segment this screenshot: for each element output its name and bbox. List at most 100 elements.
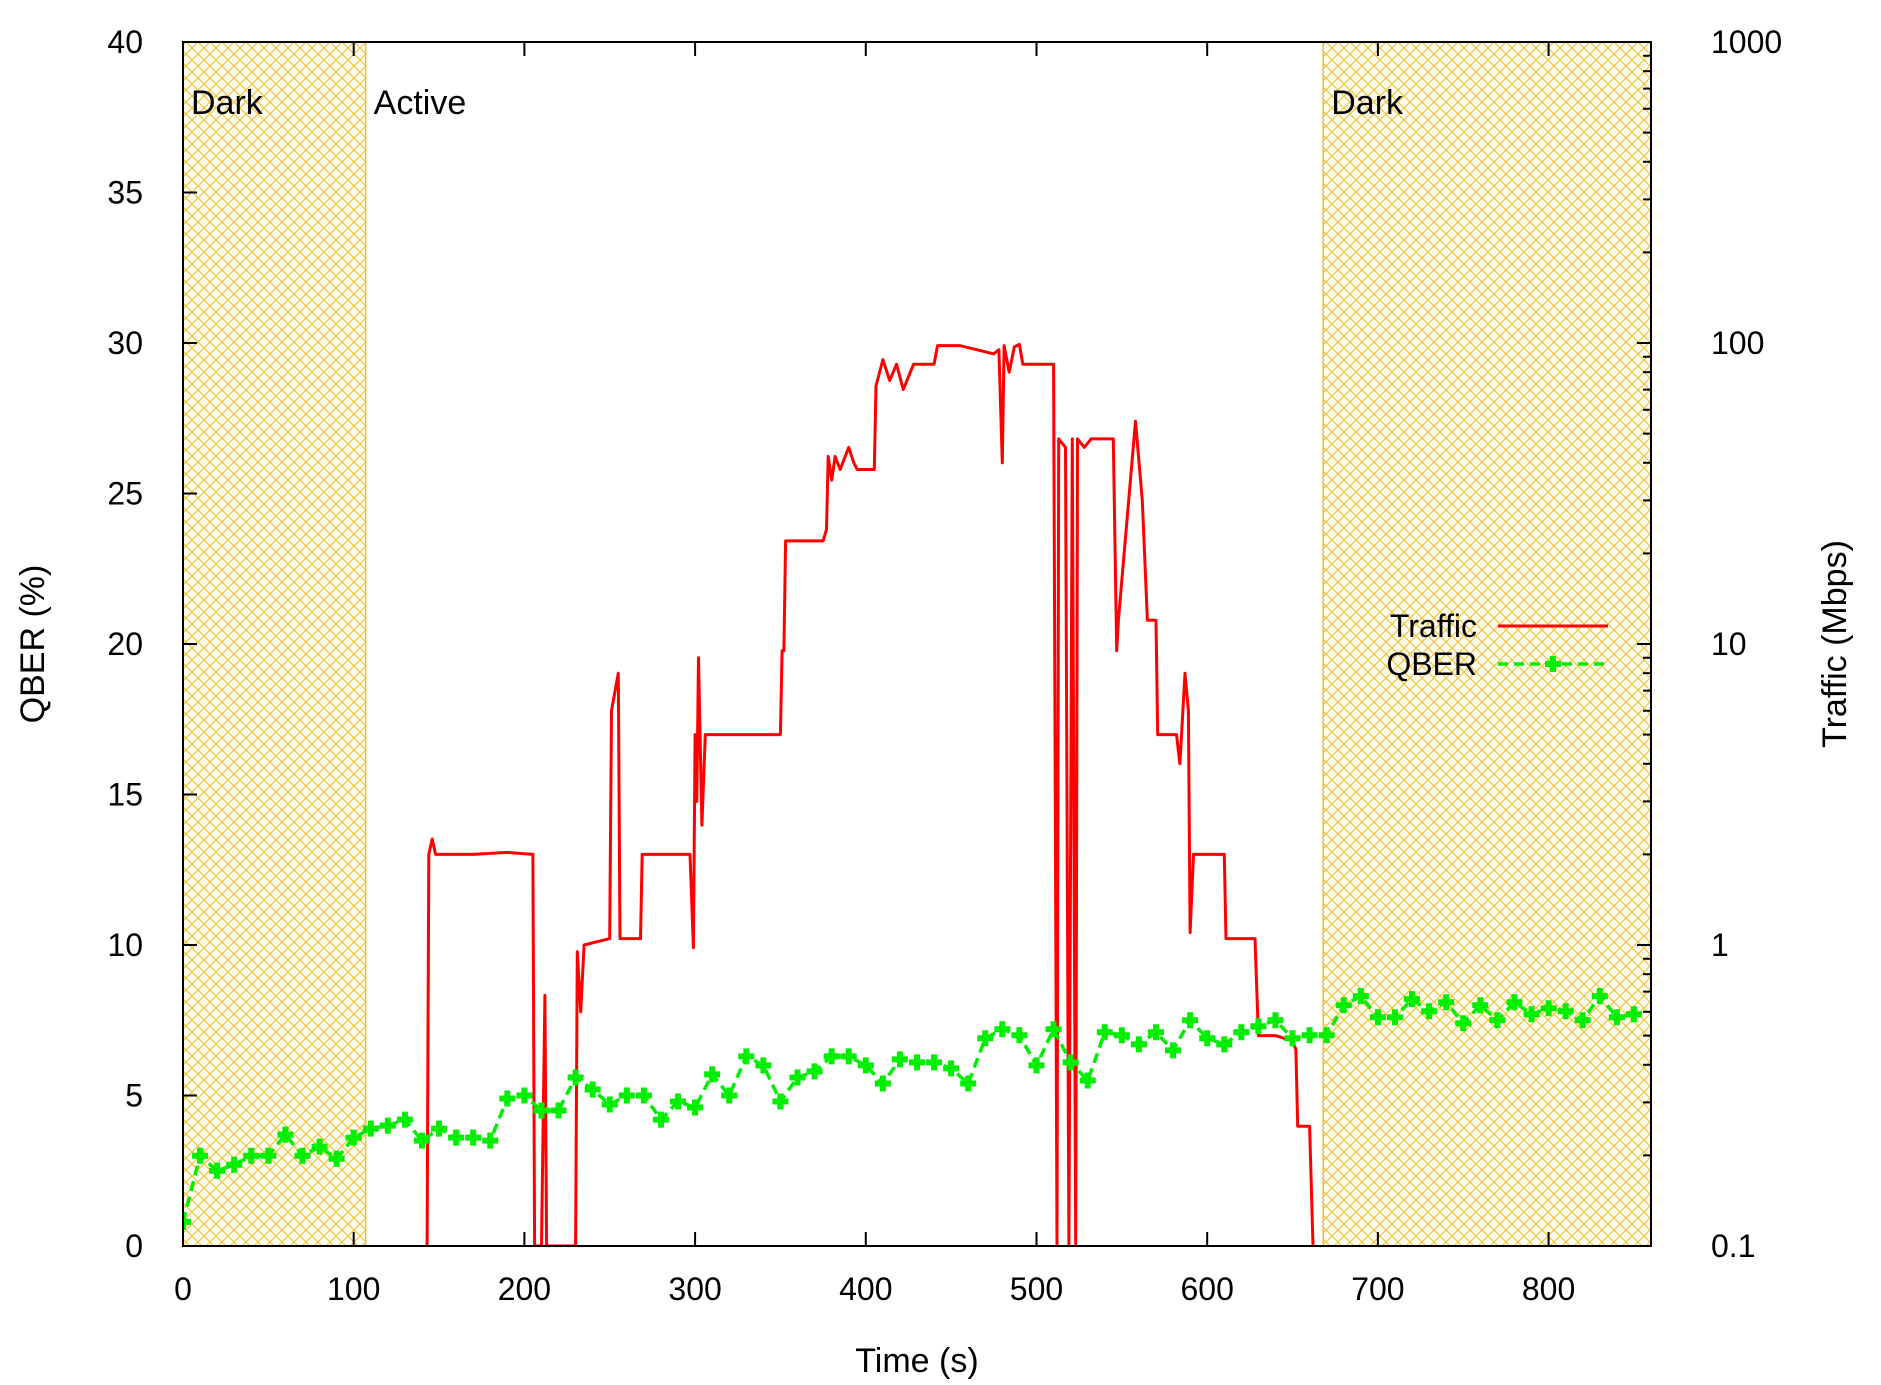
- qber-point: [1608, 1009, 1625, 1026]
- x-tick-label: 0: [174, 1271, 192, 1307]
- qber-point: [1523, 1006, 1540, 1023]
- qber-point: [1147, 1024, 1164, 1041]
- qber-point: [1455, 1015, 1472, 1032]
- y2-tick-label: 1000: [1711, 24, 1782, 60]
- qber-point: [1130, 1036, 1147, 1053]
- qber-point: [1438, 994, 1455, 1011]
- qber-point: [1079, 1072, 1096, 1089]
- y2-tick-label: 100: [1711, 325, 1764, 361]
- qber-point: [1318, 1027, 1335, 1044]
- qber-point: [1284, 1030, 1301, 1047]
- qber-point: [960, 1075, 977, 1092]
- qber-point: [1250, 1018, 1267, 1035]
- qber-point: [687, 1099, 704, 1116]
- qber-point: [1574, 1012, 1591, 1029]
- qber-point: [1335, 997, 1352, 1014]
- region-labels: Dark Active Dark: [191, 84, 1404, 122]
- region-label: Active: [374, 84, 467, 122]
- region-label: Dark: [191, 84, 264, 122]
- qber-point: [891, 1051, 908, 1068]
- x-tick-label: 500: [1010, 1271, 1063, 1307]
- qber-point: [550, 1102, 567, 1119]
- qber-point: [499, 1090, 516, 1107]
- qber-point: [806, 1063, 823, 1080]
- qber-point: [516, 1087, 533, 1104]
- qber-point: [1369, 1009, 1386, 1026]
- qber-point: [1506, 994, 1523, 1011]
- qber-point: [1386, 1009, 1403, 1026]
- qber-point: [431, 1120, 448, 1137]
- x-tick-label: 200: [498, 1271, 551, 1307]
- qber-point: [721, 1087, 738, 1104]
- qber-point: [1591, 988, 1608, 1005]
- dark-region: [183, 42, 366, 1246]
- qber-point: [1113, 1027, 1130, 1044]
- y-tick-label: 40: [107, 24, 143, 60]
- qber-point: [1216, 1036, 1233, 1053]
- qber-point: [1421, 1003, 1438, 1020]
- qber-point: [1182, 1012, 1199, 1029]
- y2-tick-label: 0.1: [1711, 1228, 1755, 1264]
- qber-point: [345, 1129, 362, 1146]
- qber-point: [909, 1054, 925, 1071]
- qber-point: [670, 1093, 687, 1110]
- legend-label-qber: QBER: [1386, 646, 1477, 682]
- qber-point: [874, 1075, 891, 1092]
- qber-point: [328, 1150, 345, 1167]
- qber-point: [183, 1213, 191, 1230]
- qber-point: [465, 1129, 482, 1146]
- qber-point: [755, 1057, 772, 1074]
- qber-point: [567, 1069, 584, 1086]
- y-tick-label: 25: [107, 476, 143, 512]
- qber-point: [362, 1120, 379, 1137]
- shaded-regions: [182, 42, 1652, 1246]
- y-tick-label: 5: [125, 1078, 143, 1114]
- qber-point: [482, 1132, 499, 1149]
- qber-point: [1199, 1030, 1216, 1047]
- qber-point: [618, 1087, 635, 1104]
- qber-point: [260, 1147, 277, 1164]
- qber-point: [311, 1138, 328, 1155]
- series-traffic-line: [425, 342, 1315, 1246]
- qber-point: [243, 1147, 260, 1164]
- qber-point: [1489, 1012, 1506, 1029]
- qber-point: [1165, 1042, 1182, 1059]
- qber-point: [277, 1126, 294, 1143]
- qber-point: [584, 1081, 601, 1098]
- y2-tick-label: 1: [1711, 927, 1729, 963]
- qber-point: [1062, 1054, 1079, 1071]
- qber-point: [840, 1048, 857, 1065]
- qber-point: [772, 1093, 789, 1110]
- dark-region: [1323, 42, 1651, 1246]
- y-axis-label: QBER (%): [14, 565, 52, 724]
- qber-point: [652, 1111, 669, 1128]
- qber-point: [926, 1054, 943, 1071]
- qber-point: [1301, 1027, 1318, 1044]
- qber-point: [379, 1117, 396, 1134]
- y-tick-label: 35: [107, 175, 143, 211]
- qber-point: [635, 1087, 652, 1104]
- y-tick-label: 15: [107, 777, 143, 813]
- y-tick-label: 20: [107, 626, 143, 662]
- qber-point: [1404, 991, 1421, 1008]
- qber-point: [448, 1129, 465, 1146]
- region-label: Dark: [1331, 84, 1404, 122]
- data-series: [183, 342, 1642, 1246]
- x-tick-label: 600: [1180, 1271, 1233, 1307]
- qber-point: [209, 1162, 226, 1179]
- qber-point: [977, 1030, 994, 1047]
- qber-point: [704, 1066, 721, 1083]
- x-tick-label: 400: [839, 1271, 892, 1307]
- y-tick-label: 0: [125, 1228, 143, 1264]
- legend-label-traffic: Traffic: [1390, 608, 1477, 644]
- y2-axis-label: Traffic (Mbps): [1816, 540, 1854, 748]
- qber-point: [738, 1048, 755, 1065]
- y2-tick-label: 10: [1711, 626, 1747, 662]
- qber-point: [294, 1147, 311, 1164]
- qber-point: [413, 1132, 430, 1149]
- qber-point: [1540, 1000, 1557, 1017]
- x-tick-label: 700: [1351, 1271, 1404, 1307]
- x-tick-label: 300: [668, 1271, 721, 1307]
